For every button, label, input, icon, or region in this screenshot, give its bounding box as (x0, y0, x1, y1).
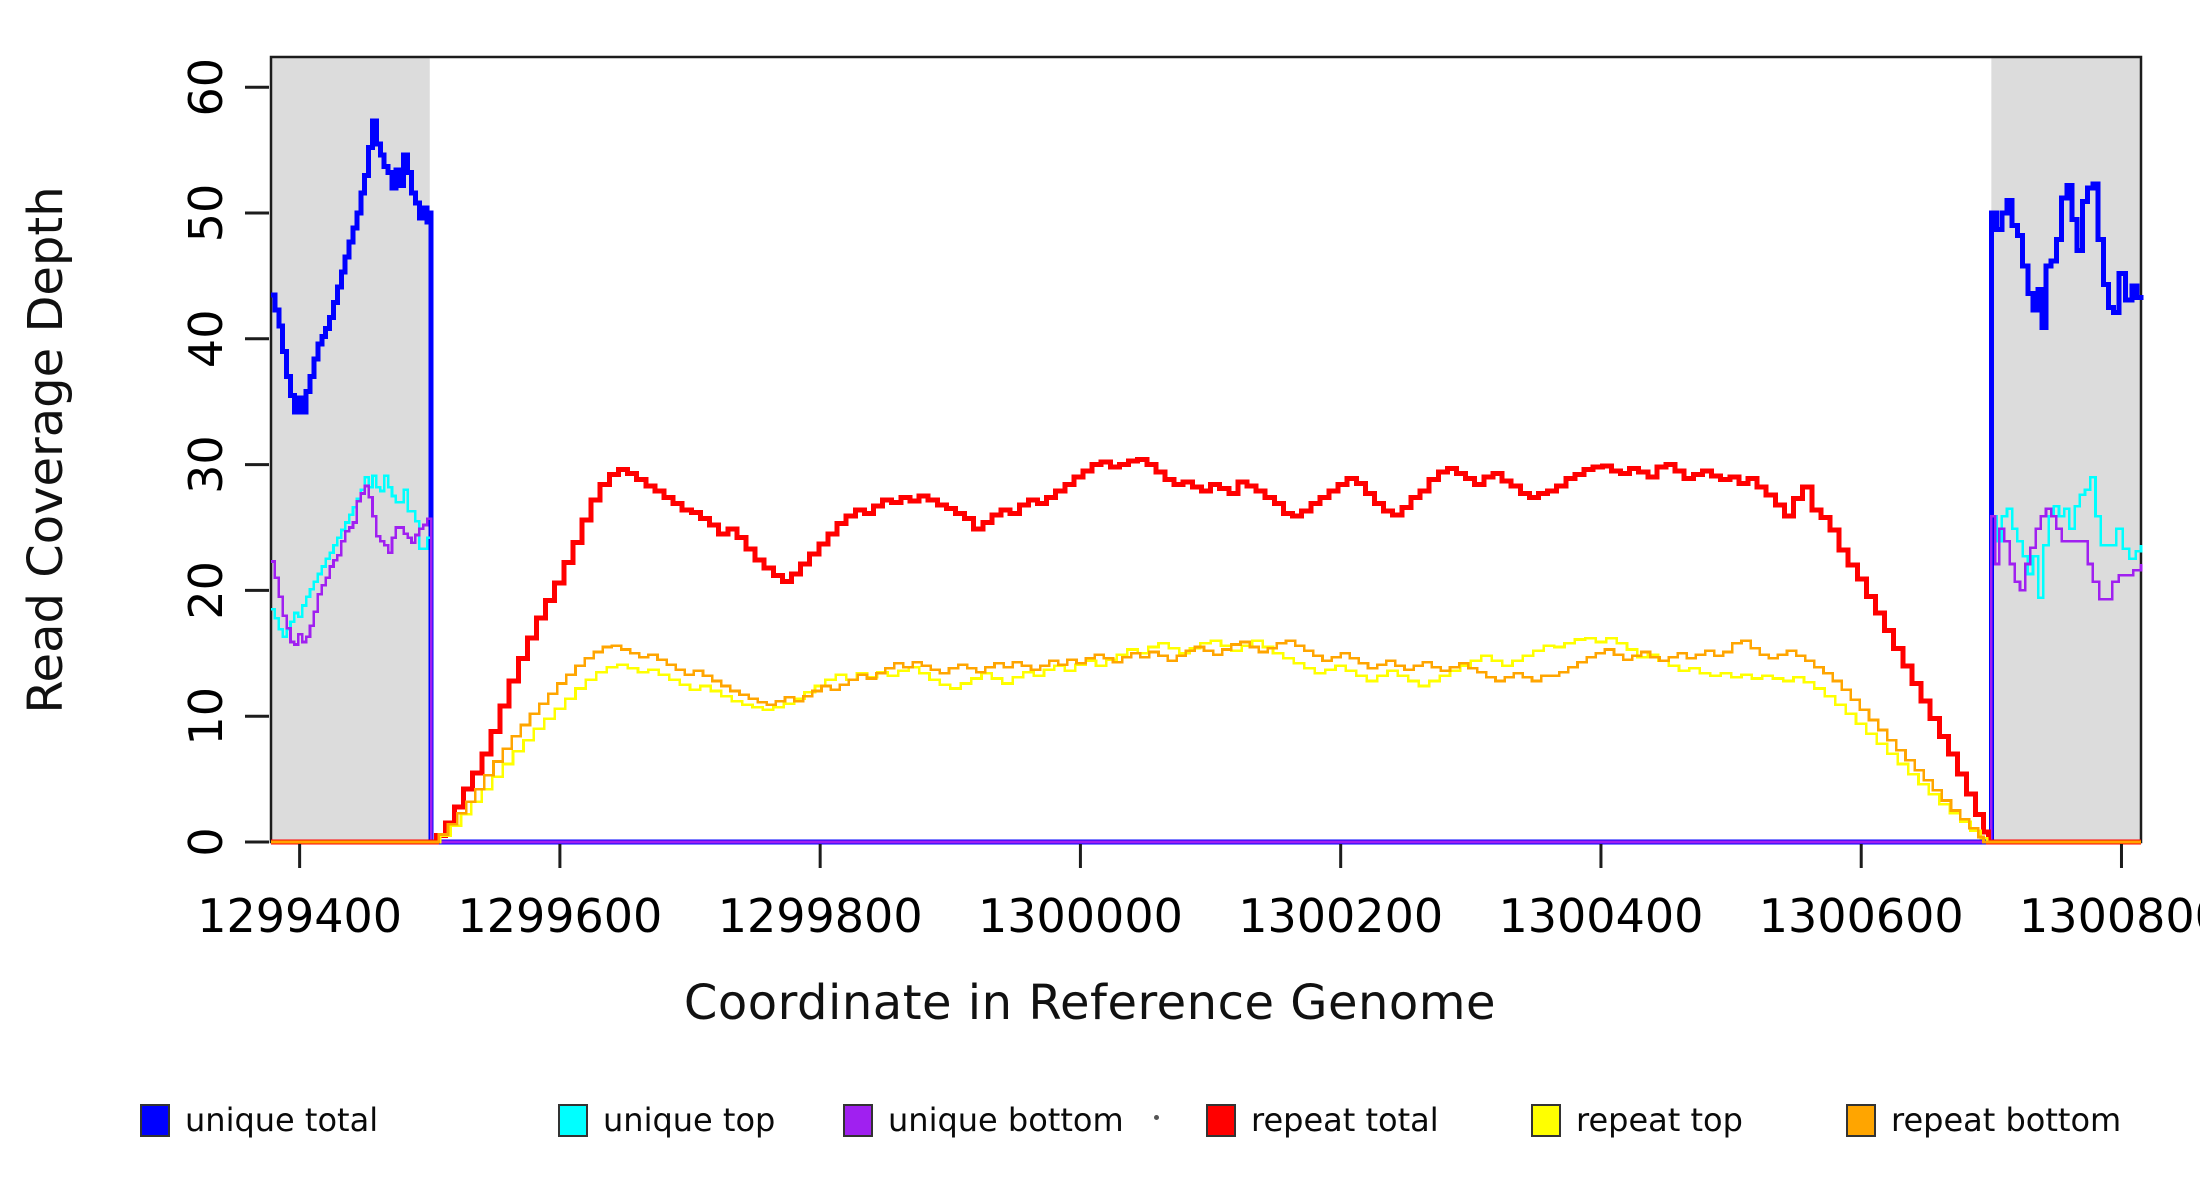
x-axis-tick-label: 1300200 (1238, 889, 1443, 943)
x-axis-tick-label: 1299600 (457, 889, 662, 943)
series-repeat-top (271, 636, 2141, 844)
x-axis-tick-label: 1300400 (1499, 889, 1704, 943)
y-axis-tick-label: 60 (179, 58, 233, 117)
series-repeat-total (271, 457, 2141, 845)
series-unique-total (271, 118, 2144, 845)
y-axis-tick-label: 30 (179, 435, 233, 494)
x-axis-tick-label: 1299800 (718, 889, 923, 943)
y-axis-tick-label: 10 (179, 687, 233, 746)
y-axis-tick-label: 50 (179, 184, 233, 243)
x-axis-tick-label: 1299400 (197, 889, 402, 943)
y-axis-tick-label: 20 (179, 561, 233, 620)
x-axis-tick-label: 1300000 (978, 889, 1183, 943)
series-unique-top (271, 474, 2143, 844)
series-repeat-bottom (271, 639, 2141, 844)
x-axis-tick-label: 1300600 (1759, 889, 1964, 943)
shaded-region (271, 57, 430, 842)
series-unique-bottom (271, 484, 2143, 844)
shaded-region (1991, 57, 2141, 842)
y-axis-tick-label: 40 (179, 310, 233, 369)
y-axis-tick-label: 0 (179, 827, 233, 856)
y-axis-title: Read Coverage Depth (18, 186, 74, 714)
x-axis-title: Coordinate in Reference Genome (683, 975, 1497, 1031)
